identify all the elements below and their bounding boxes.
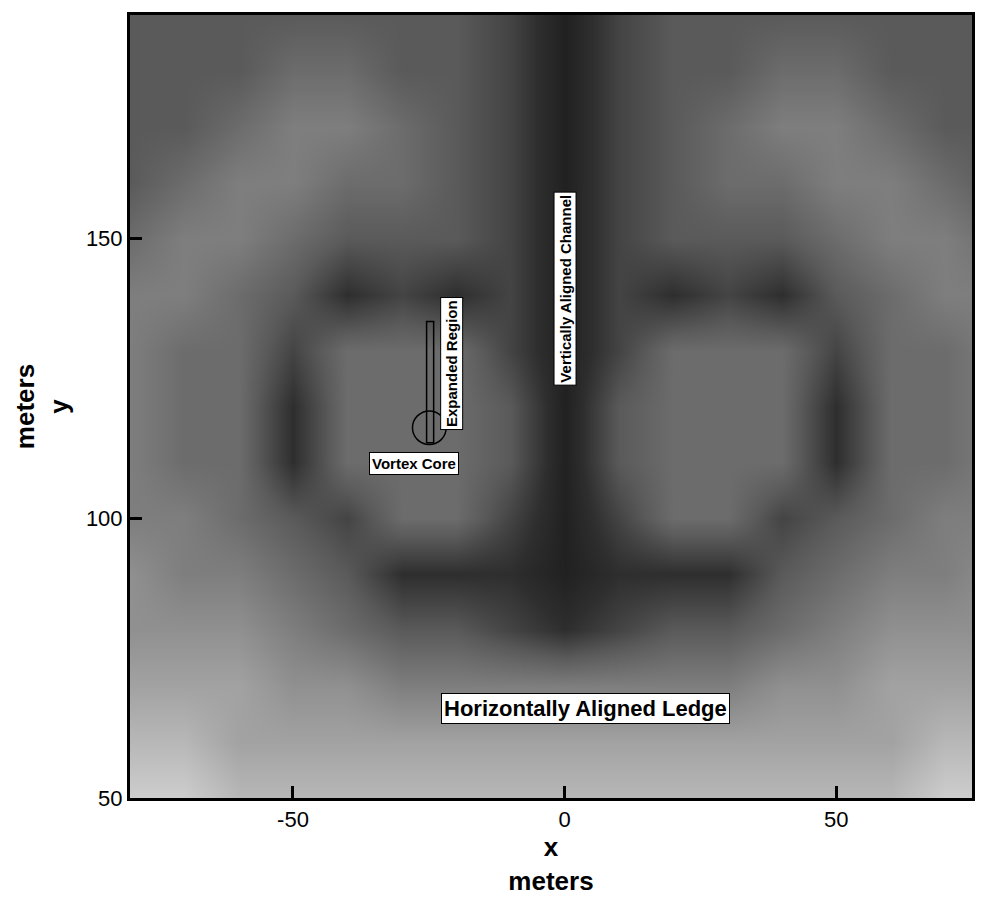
svg-text:50: 50 [824,807,848,832]
svg-text:Expanded Region: Expanded Region [443,300,460,427]
svg-text:0: 0 [558,807,570,832]
svg-text:Vertically Aligned Channel: Vertically Aligned Channel [557,195,574,383]
svg-text:-50: -50 [277,807,309,832]
svg-text:Vortex Core: Vortex Core [372,455,456,472]
svg-text:50: 50 [98,786,122,811]
svg-text:150: 150 [86,226,123,251]
svg-text:100: 100 [86,506,123,531]
svg-text:xmeters: xmeters [508,832,593,896]
svg-text:metersy: metersy [10,364,74,449]
svg-text:Horizontally Aligned Ledge: Horizontally Aligned Ledge [444,696,727,721]
